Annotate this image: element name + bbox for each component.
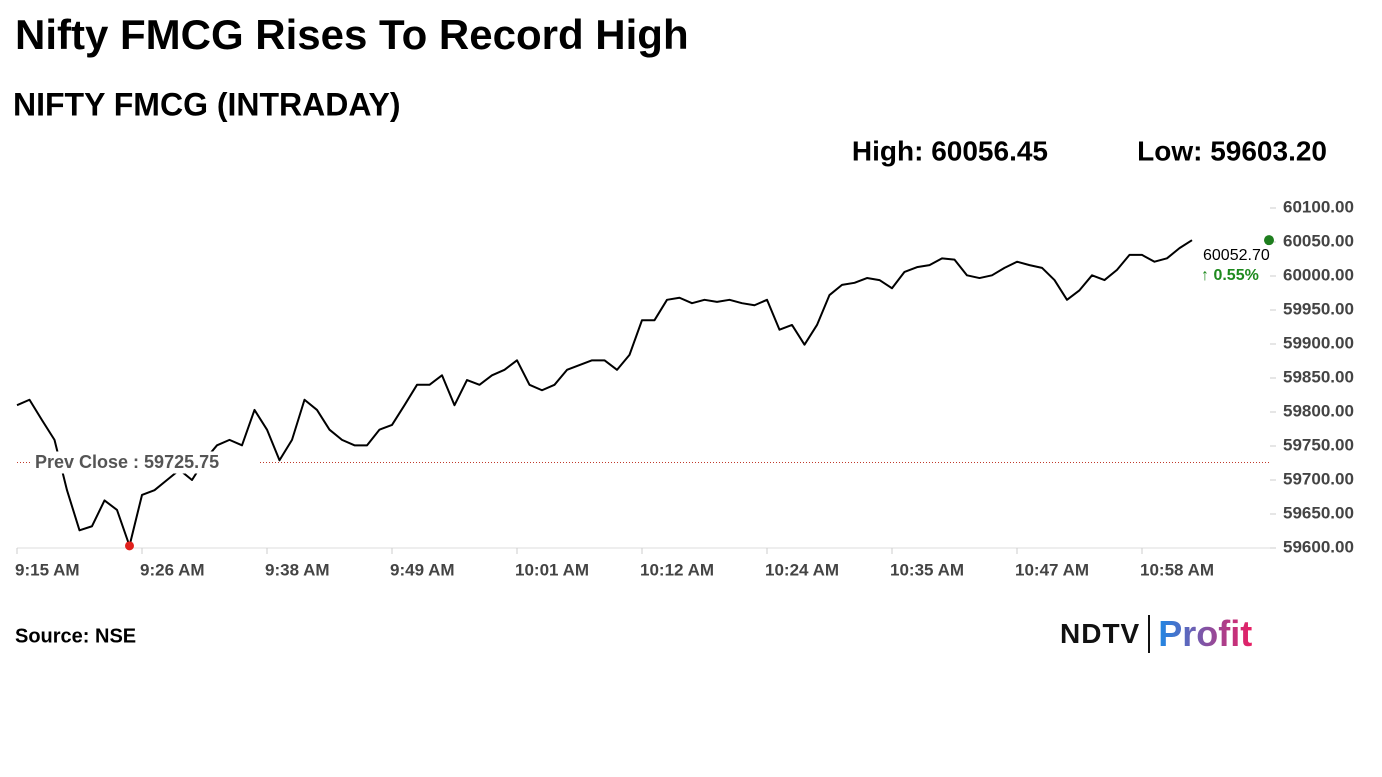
logo-left: NDTV <box>1060 618 1141 649</box>
low-marker <box>125 541 134 551</box>
y-tick-label: 60000.00 <box>1283 265 1354 284</box>
x-tick-label: 10:58 AM <box>1140 560 1214 579</box>
last-value-label: 60052.70 <box>1203 247 1270 264</box>
y-tick-label: 59650.00 <box>1283 503 1354 522</box>
reference-label-bg <box>30 451 258 474</box>
x-tick-label: 9:38 AM <box>265 560 330 579</box>
source: Source: NSE <box>15 625 136 647</box>
x-tick-label: 9:15 AM <box>15 560 80 579</box>
x-tick-label: 10:24 AM <box>765 560 839 579</box>
x-tick-label: 10:47 AM <box>1015 560 1089 579</box>
last-marker <box>1264 235 1274 246</box>
title: Nifty FMCG Rises To Record High <box>15 11 689 58</box>
y-tick-label: 60050.00 <box>1283 231 1354 250</box>
logo: NDTV Profit <box>1060 612 1252 656</box>
subtitle: NIFTY FMCG (INTRADAY) <box>13 86 401 122</box>
y-tick-label: 59750.00 <box>1283 435 1354 454</box>
y-tick-label: 59600.00 <box>1283 537 1354 556</box>
low-label: Low: 59603.20 <box>1137 135 1327 166</box>
high-label: High: 60056.45 <box>852 135 1048 166</box>
y-tick-label: 59900.00 <box>1283 333 1354 352</box>
y-tick-label: 59800.00 <box>1283 401 1354 420</box>
x-tick-label: 9:26 AM <box>140 560 205 579</box>
price-line <box>16 239 1193 547</box>
x-tick-label: 10:35 AM <box>890 560 964 579</box>
logo-separator <box>1148 615 1151 653</box>
y-tick-label: 60100.00 <box>1283 197 1354 216</box>
x-tick-label: 10:12 AM <box>640 560 714 579</box>
x-tick-label: 10:01 AM <box>515 560 589 579</box>
x-tick-label: 9:49 AM <box>390 560 455 579</box>
reference-label: Prev Close : 59725.75 <box>35 452 219 472</box>
y-tick-label: 59850.00 <box>1283 367 1354 386</box>
logo-right: Profit <box>1158 613 1253 654</box>
y-tick-label: 59700.00 <box>1283 469 1354 488</box>
y-tick-label: 59950.00 <box>1283 299 1354 318</box>
change-label: ↑ 0.55% <box>1201 267 1259 284</box>
